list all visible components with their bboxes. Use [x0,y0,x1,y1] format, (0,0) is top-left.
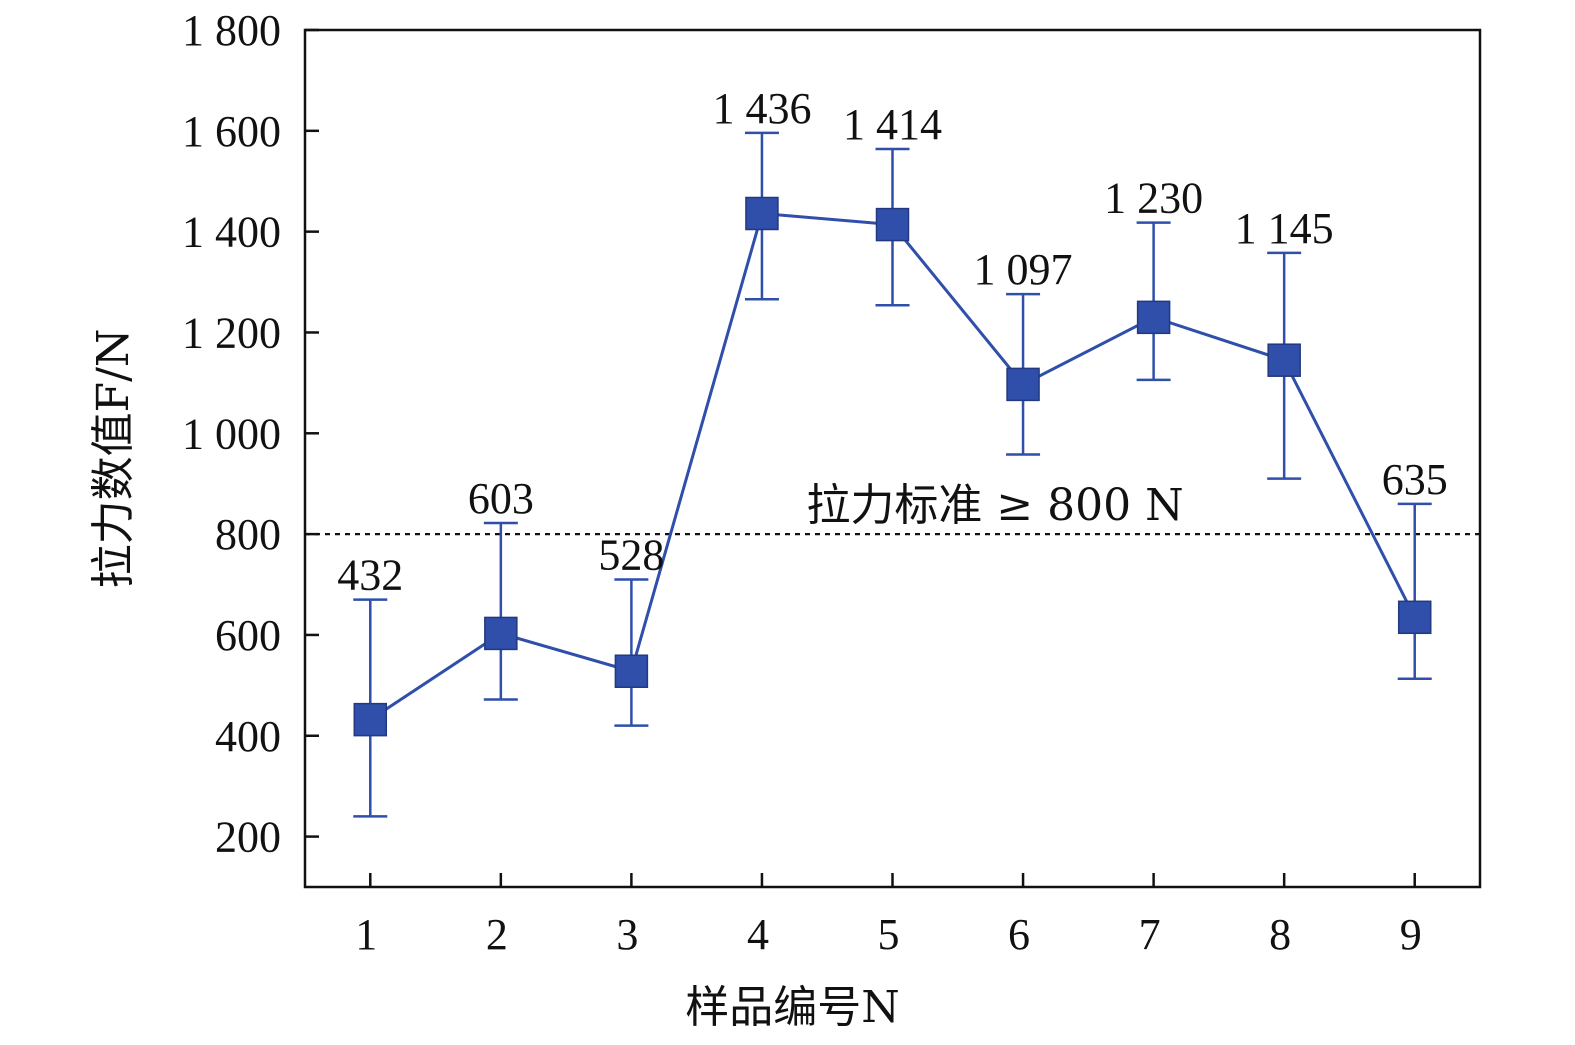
y-tick-label-5: 1 200 [182,308,281,357]
y-tick-label-3: 800 [215,510,281,559]
data-label-6: 1 097 [974,245,1073,294]
data-label-1: 432 [337,551,403,600]
data-label-8: 1 145 [1235,204,1334,253]
data-point-4 [745,196,779,231]
y-axis-title: 拉力数值F/N [88,329,139,589]
data-point-9 [1397,600,1432,635]
y-tick-label-1: 400 [215,712,281,761]
x-tick-label-5: 6 [1008,910,1030,959]
data-label-5: 1 414 [843,100,942,149]
data-point-8 [1267,343,1301,377]
x-tick-label-1: 2 [486,910,508,959]
x-tick-label-7: 8 [1269,910,1291,959]
y-tick-label-0: 200 [215,813,281,862]
data-point-7 [1136,300,1171,335]
data-point-5 [875,207,910,242]
x-tick-label-0: 1 [355,910,377,959]
x-axis: 1 2 3 4 5 6 7 8 9 [355,873,1422,959]
reference-line-label: 拉力标准 ≥ 800 N [806,480,1183,531]
data-label-2: 603 [468,474,534,523]
x-tick-label-8: 9 [1400,910,1422,959]
plot-area: 拉力标准 ≥ 800 N 432 603 528 1 436 1 414 1 097 1 23… [305,84,1480,818]
data-label-3: 528 [598,530,664,579]
x-tick-label-6: 7 [1139,910,1161,959]
x-tick-label-3: 4 [747,910,769,959]
data-point-6 [1006,367,1040,402]
data-point-3 [614,654,649,688]
y-tick-label-2: 600 [215,611,281,660]
y-axis: 200 400 600 800 1 000 1 200 1 400 1 600 1 800 [182,6,319,862]
y-tick-label-6: 1 400 [182,208,281,257]
data-point-1 [353,702,388,737]
error-bar-3 [614,578,649,727]
data-label-9: 635 [1382,455,1448,504]
y-tick-label-8: 1 800 [182,6,281,55]
y-tick-label-4: 1 000 [182,409,281,458]
error-bar-2 [483,521,518,701]
x-tick-label-2: 3 [616,910,638,959]
y-tick-label-7: 1 600 [182,107,281,156]
x-tick-label-4: 5 [878,910,900,959]
data-point-2 [484,616,518,651]
x-axis-title: 样品编号N [685,982,900,1033]
data-label-4: 1 436 [712,84,811,133]
data-label-7: 1 230 [1104,174,1203,223]
error-bar-9 [1397,502,1432,681]
